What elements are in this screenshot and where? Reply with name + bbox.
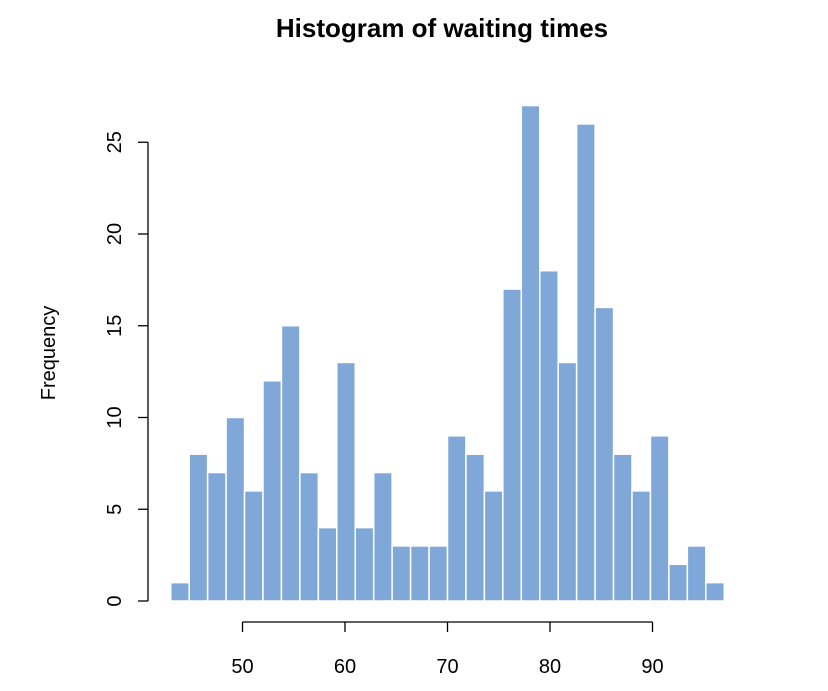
histogram-bar-17 <box>465 453 486 602</box>
histogram-bar-26 <box>631 490 652 602</box>
y-axis-label: Frequency <box>38 306 60 401</box>
histogram-bar-18 <box>483 490 504 602</box>
y-tick-label: 5 <box>104 504 126 515</box>
histogram-bar-28 <box>668 563 689 602</box>
x-tick-label: 50 <box>231 656 253 678</box>
histogram-bar-8 <box>299 471 320 602</box>
histogram-bar-12 <box>372 471 393 602</box>
y-tick-label: 25 <box>104 131 126 153</box>
histogram-bar-5 <box>243 490 264 602</box>
histogram-bar-24 <box>594 306 615 602</box>
histogram-bar-20 <box>520 104 541 602</box>
y-tick-label: 0 <box>104 595 126 606</box>
histogram-bar-3 <box>206 471 227 602</box>
histogram-bar-10 <box>336 361 356 602</box>
x-axis: 50 60 70 80 90 <box>231 621 664 678</box>
y-tick-label: 15 <box>104 315 126 337</box>
histogram-bar-9 <box>317 526 338 602</box>
x-tick-label: 90 <box>641 656 663 678</box>
histogram-bar-2 <box>188 453 209 602</box>
histogram-bar-14 <box>409 545 430 602</box>
histogram-bar-23 <box>575 123 596 602</box>
histogram-bar-29 <box>686 545 707 602</box>
histogram-bar-19 <box>502 288 523 602</box>
histogram-bar-1 <box>170 581 190 602</box>
x-tick-label: 80 <box>539 656 561 678</box>
y-axis: 0 5 10 15 20 25 <box>104 131 149 607</box>
histogram-bar-6 <box>262 380 283 602</box>
histogram-bar-25 <box>612 453 633 602</box>
histogram-bar-15 <box>428 545 449 602</box>
histogram-bar-30 <box>705 581 725 602</box>
histogram-bar-11 <box>354 526 375 602</box>
chart-title: Histogram of waiting times <box>276 13 608 43</box>
x-tick-label: 60 <box>334 656 356 678</box>
histogram-bar-22 <box>557 361 578 602</box>
x-tick-label: 70 <box>436 656 458 678</box>
y-tick-label: 10 <box>104 406 126 428</box>
histogram-bar-4 <box>225 416 246 602</box>
histogram-bar-27 <box>649 435 670 602</box>
y-tick-label: 20 <box>104 223 126 245</box>
histogram-bar-13 <box>391 545 412 602</box>
bars-group <box>170 104 725 602</box>
histogram-bar-7 <box>280 325 301 602</box>
histogram-bar-21 <box>539 269 559 602</box>
histogram-bar-16 <box>446 435 467 602</box>
